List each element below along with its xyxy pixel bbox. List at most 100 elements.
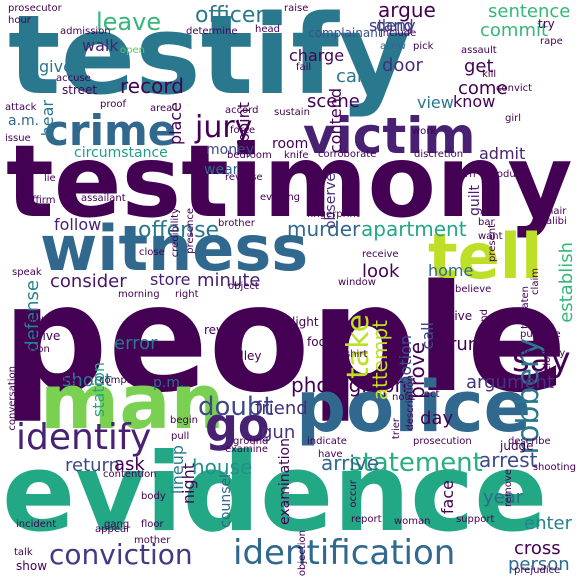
word: judge xyxy=(500,439,534,453)
word: prosecutor xyxy=(8,3,62,14)
word: identify xyxy=(16,417,152,458)
word: lie xyxy=(44,173,56,184)
word: money xyxy=(206,142,254,158)
word: commit xyxy=(480,20,549,41)
word: police xyxy=(296,366,532,448)
word: describe xyxy=(508,436,551,447)
word: head xyxy=(255,24,280,35)
word: woman xyxy=(394,516,431,527)
word: man xyxy=(40,357,225,446)
word: apartment xyxy=(361,217,467,241)
word: live xyxy=(451,309,473,323)
word: prejudice xyxy=(514,565,561,576)
word: review xyxy=(204,323,244,337)
word: note xyxy=(392,392,415,403)
word: face xyxy=(438,480,457,515)
word: objection xyxy=(297,529,308,576)
word: go xyxy=(205,398,270,452)
word: open xyxy=(120,45,145,56)
word: sustain xyxy=(274,107,310,118)
word: convict xyxy=(496,83,533,94)
word: examine xyxy=(225,444,269,455)
word: hour xyxy=(8,15,31,26)
word: accuse xyxy=(56,73,91,84)
word: allow xyxy=(380,41,406,52)
word: claim xyxy=(530,268,541,295)
word: people xyxy=(2,253,568,425)
word: knife xyxy=(284,150,309,161)
word: want xyxy=(478,231,503,242)
word: victim xyxy=(303,107,476,165)
word: scene xyxy=(307,91,360,112)
word: have xyxy=(318,449,343,460)
word: bar xyxy=(478,217,495,228)
word: complainant xyxy=(308,26,383,40)
word: presence xyxy=(185,208,196,254)
word: counsel xyxy=(218,474,234,528)
word: alibi xyxy=(546,216,567,227)
word: view xyxy=(417,93,454,112)
word: murder xyxy=(287,217,361,241)
word: purpose xyxy=(520,329,561,340)
word: get xyxy=(464,56,494,77)
word: corroborate xyxy=(318,149,377,160)
word: conversation xyxy=(7,366,18,431)
word: consider xyxy=(50,271,127,292)
word: light xyxy=(292,315,319,329)
word: turn xyxy=(455,169,476,180)
word: door xyxy=(382,55,423,76)
word: give xyxy=(39,57,73,76)
word: object xyxy=(228,281,259,292)
word: indicate xyxy=(307,436,347,447)
word: minute xyxy=(197,270,261,291)
word: proof xyxy=(100,99,126,110)
word: examination xyxy=(277,438,293,526)
word: conviction xyxy=(49,538,193,571)
word: arrive xyxy=(321,451,380,475)
word: doubt xyxy=(198,392,274,422)
word: call xyxy=(418,322,437,350)
word: trier xyxy=(391,418,402,440)
word: statement xyxy=(349,448,483,478)
word: charge xyxy=(289,46,345,65)
word: show xyxy=(16,559,48,573)
word: kill xyxy=(482,69,497,80)
word: ground xyxy=(233,436,269,447)
word: talk xyxy=(14,547,33,558)
word: jacket xyxy=(49,376,79,387)
word: body xyxy=(141,491,166,502)
word: mother xyxy=(134,535,171,546)
word: follow xyxy=(54,215,102,234)
word: alley xyxy=(233,349,262,363)
word: include xyxy=(380,28,417,39)
word: hair xyxy=(547,206,567,217)
word: introduce xyxy=(480,169,528,180)
word: officer xyxy=(195,3,265,28)
word: stand xyxy=(369,16,414,35)
word: prosecution xyxy=(413,436,472,447)
word: p.m. xyxy=(153,375,185,391)
word: hand xyxy=(479,309,490,335)
word: observe xyxy=(323,173,339,230)
word: pull xyxy=(171,431,190,442)
word: issue xyxy=(5,133,31,144)
word: assailant xyxy=(81,193,126,204)
word: testify xyxy=(8,0,411,119)
word: reverse xyxy=(225,172,263,183)
word: brother xyxy=(218,218,255,229)
word: present xyxy=(487,224,498,263)
word: witness xyxy=(40,212,309,285)
word: house xyxy=(192,455,253,479)
word: tell xyxy=(428,220,543,293)
word: say xyxy=(512,340,571,380)
word: close xyxy=(139,247,165,258)
word: establish xyxy=(556,242,576,323)
word: hear xyxy=(38,100,57,137)
word: opportunity xyxy=(507,348,566,359)
word: come xyxy=(458,78,508,99)
word: try xyxy=(538,17,555,31)
word: morning xyxy=(118,289,160,300)
word: admit xyxy=(479,144,526,163)
word: gang xyxy=(104,519,130,530)
